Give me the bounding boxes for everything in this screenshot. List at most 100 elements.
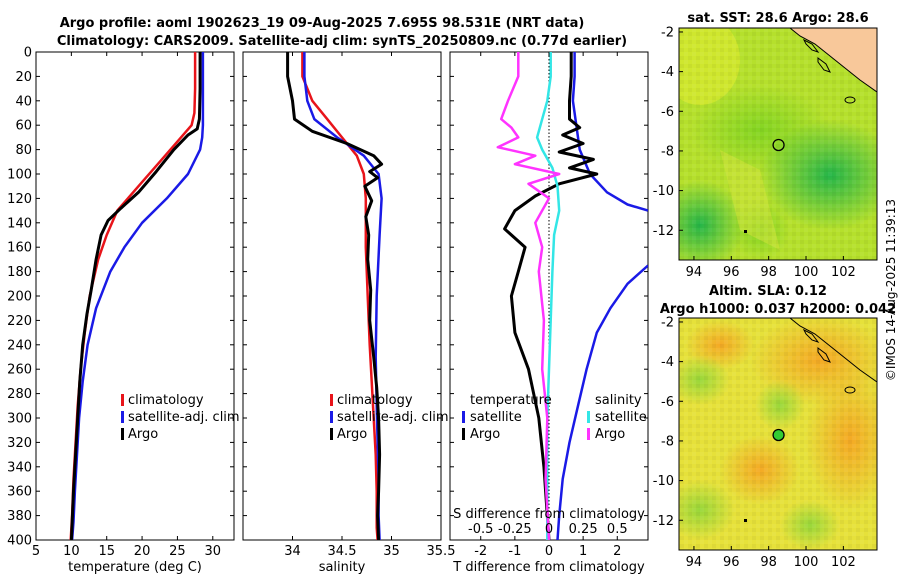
sla-island-outline (802, 328, 820, 343)
legend-label-t-argo: Argo (470, 427, 500, 442)
legend-swatch-argo (121, 428, 124, 440)
x-tick-label: 25 (169, 544, 186, 559)
depth-tick-label: 60 (15, 119, 32, 134)
map-y-tick-label: -10 (653, 184, 674, 199)
temperature-axes-frame (35, 51, 235, 541)
salinity-axes-frame (242, 51, 442, 541)
legend-label-s-satellite: satellite (595, 410, 647, 425)
legend-title-salinity: salinity (595, 393, 642, 408)
legend-swatch-climatology (330, 394, 333, 406)
depth-tick-label: 120 (7, 192, 32, 207)
depth-tick-label: 180 (7, 265, 32, 280)
t-difference-x-label: T difference from climatology (452, 560, 645, 575)
depth-tick-label: 300 (7, 412, 32, 427)
legend-label-satellite: satellite-adj. clim (128, 410, 240, 425)
series-line-s-satellite (535, 52, 561, 540)
legend-label-s-argo: Argo (595, 427, 625, 442)
map-x-tick-label: 100 (794, 265, 819, 280)
map-y-tick-label: -8 (661, 144, 674, 159)
map-y-tick-label: -2 (661, 25, 674, 40)
sla-map-title-1: Altim. SLA: 0.12 (709, 284, 827, 299)
map-y-tick-label: -6 (661, 105, 674, 120)
map-x-tick-label: 98 (760, 555, 777, 570)
sst-island-outline (817, 57, 831, 73)
sst-small-dot (744, 230, 747, 233)
sst-island-outline (802, 38, 820, 53)
x-tick-label: 30 (205, 544, 222, 559)
sst-map-panel: sat. SST: 28.6 Argo: 28.6 94 96 98 100 102 -2… (653, 11, 878, 280)
map-x-tick-label: 96 (723, 265, 740, 280)
series-line-argo (286, 52, 384, 540)
depth-tick-label: 20 (15, 70, 32, 85)
map-y-tick-label: -12 (653, 224, 674, 239)
s-difference-top-label: S difference from climatology (453, 507, 645, 522)
sst-map-ticks: 94 96 98 100 102 -2 -4 -6 -8 -10 -12 (653, 25, 856, 280)
s-difference-tick-label: -0.5 (468, 522, 493, 537)
sst-argo-marker (772, 138, 785, 152)
salinity-x-axis-ticks: 34 34.5 35 35.5 (284, 52, 455, 559)
depth-tick-label: 220 (7, 314, 32, 329)
x-tick-label: 20 (134, 544, 151, 559)
map-x-tick-label: 94 (686, 265, 703, 280)
series-line-s-argo (496, 52, 561, 540)
legend-label-climatology: climatology (337, 393, 413, 408)
depth-tick-label: 340 (7, 460, 32, 475)
x-tick-label: 1 (579, 544, 587, 559)
map-y-tick-label: -10 (653, 474, 674, 489)
map-x-tick-label: 94 (686, 555, 703, 570)
depth-tick-label: 320 (7, 436, 32, 451)
legend-label-t-satellite: satellite (470, 410, 522, 425)
imos-watermark: ©IMOS 14-Aug-2025 11:39:13 (884, 199, 898, 381)
depth-tick-label: 140 (7, 216, 32, 231)
map-y-tick-label: -4 (661, 355, 674, 370)
depth-axis-ticks: 0 20 40 60 80 100 120 140 160 180 200 220 240 260 280 3… (7, 46, 234, 549)
s-difference-tick-label: 0.25 (569, 522, 598, 537)
legend-swatch-argo (330, 428, 333, 440)
x-tick-label: 0 (545, 544, 553, 559)
series-line-t-satellite-deep (556, 264, 648, 540)
depth-tick-label: 280 (7, 387, 32, 402)
sla-coastline (789, 318, 877, 383)
difference-legend: temperature satellite Argo salinity sate… (462, 393, 647, 442)
x-tick-label: 35.5 (427, 544, 456, 559)
legend-swatch-t-argo (462, 428, 465, 440)
legend-label-satellite: satellite-adj. clim (337, 410, 449, 425)
sla-map-ticks: 94 96 98 100 102 -2 -4 -6 -8 -10 -12 (653, 315, 856, 570)
legend-swatch-satellite (330, 411, 333, 423)
x-tick-label: 15 (98, 544, 115, 559)
s-difference-tick-label: 0 (545, 522, 553, 537)
x-tick-label: -2 (474, 544, 487, 559)
figure-title-line1: Argo profile: aoml 1902623_19 09-Aug-202… (60, 16, 585, 31)
x-tick-label: 5 (32, 544, 40, 559)
temperature-legend: climatology satellite-adj. clim Argo (121, 393, 240, 442)
depth-tick-label: 40 (15, 94, 32, 109)
sla-island-outline (844, 386, 856, 394)
temperature-series (69, 52, 205, 540)
legend-label-climatology: climatology (128, 393, 204, 408)
map-x-tick-label: 98 (760, 265, 777, 280)
legend-label-argo: Argo (337, 427, 367, 442)
series-line-t-argo (503, 52, 599, 540)
depth-tick-label: 260 (7, 363, 32, 378)
depth-tick-label: 0 (24, 46, 32, 61)
difference-x-axis-ticks: -2 -1 0 1 2 (474, 52, 621, 559)
depth-tick-label: 160 (7, 241, 32, 256)
s-difference-tick-labels: -0.5 -0.25 0 0.25 0.5 (468, 522, 628, 537)
x-tick-label: 34 (284, 544, 301, 559)
x-tick-label: -1 (508, 544, 521, 559)
map-y-tick-label: -2 (661, 315, 674, 330)
map-x-tick-label: 96 (723, 555, 740, 570)
x-tick-label: 35 (383, 544, 400, 559)
temperature-x-axis-ticks: 5 10 15 20 25 30 (32, 52, 221, 559)
depth-tick-label: 380 (7, 509, 32, 524)
depth-tick-label: 100 (7, 168, 32, 183)
sla-map-panel: Altim. SLA: 0.12 Argo h1000: 0.037 h2000… (653, 284, 896, 570)
sla-map-title-2: Argo h1000: 0.037 h2000: 0.042 (660, 302, 896, 317)
s-difference-tick-label: -0.25 (498, 522, 532, 537)
map-y-tick-label: -12 (653, 514, 674, 529)
depth-tick-label: 240 (7, 338, 32, 353)
sla-map-frame (678, 317, 878, 551)
temperature-x-label: temperature (deg C) (68, 560, 202, 575)
sst-land-sumatra (789, 28, 877, 93)
difference-depth-ticks (450, 51, 648, 541)
